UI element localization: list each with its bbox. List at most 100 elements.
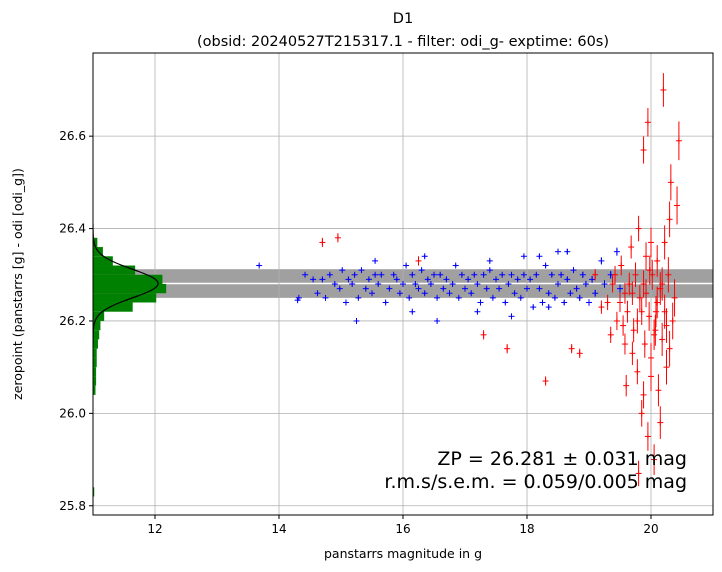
used-star-point <box>589 276 596 283</box>
used-star-point <box>486 267 493 274</box>
used-star-point <box>508 313 515 320</box>
rejected-star-point <box>659 322 666 357</box>
used-star-point <box>440 285 447 292</box>
used-star-point <box>378 271 385 278</box>
rejected-star-point <box>674 186 681 225</box>
histogram-bar <box>93 330 100 340</box>
used-star-point <box>536 253 543 260</box>
rejected-star-point <box>646 255 653 285</box>
used-star-point <box>520 271 527 278</box>
rejected-star-point <box>618 255 625 276</box>
used-star-point <box>520 253 527 260</box>
used-star-point <box>362 285 369 292</box>
used-star-point <box>592 289 599 297</box>
used-star-point <box>326 271 333 278</box>
plot-content <box>93 53 713 515</box>
used-star-point <box>446 290 453 297</box>
rejected-star-point <box>667 164 674 201</box>
used-star-point <box>396 290 403 297</box>
rejected-star-point <box>542 376 549 386</box>
histogram-bar <box>93 293 157 303</box>
used-star-point <box>339 267 346 274</box>
used-star-point <box>319 276 326 283</box>
used-star-point <box>424 276 431 283</box>
used-star-point <box>415 285 422 292</box>
chart-title: D1 <box>393 11 413 27</box>
rejected-star-point <box>648 227 654 258</box>
used-star-point <box>372 257 379 264</box>
rejected-star-point <box>623 374 630 397</box>
used-star-point <box>358 267 365 274</box>
y-tick-label: 26.0 <box>59 406 86 420</box>
used-star-point <box>508 271 515 278</box>
used-star-point <box>427 281 434 287</box>
rejected-star-point <box>654 286 661 319</box>
rejected-star-point <box>635 215 642 242</box>
x-tick-label: 16 <box>395 522 410 536</box>
used-star-point <box>586 299 592 306</box>
used-star-point <box>418 267 425 274</box>
used-star-point <box>496 285 503 292</box>
used-star-point <box>533 271 540 278</box>
used-star-point <box>530 304 537 311</box>
x-tick-label: 12 <box>147 522 162 536</box>
used-star-point <box>539 299 546 306</box>
rejected-star-point <box>592 269 599 281</box>
rejected-star-point <box>629 281 636 305</box>
plot-area: 12 14 16 18 20 25.8 26.0 26.2 26.4 26.6 <box>59 52 714 536</box>
used-star-point <box>434 294 441 301</box>
used-star-point <box>322 294 329 301</box>
used-star-point <box>452 262 459 269</box>
used-star-point <box>406 294 413 301</box>
used-star-point <box>345 276 352 283</box>
rejected-star-point <box>621 282 628 304</box>
rejected-star-point <box>598 300 605 314</box>
used-star-point <box>601 280 608 288</box>
used-star-point <box>617 284 623 293</box>
used-star-point <box>505 281 512 287</box>
used-star-point <box>477 299 484 306</box>
used-star-point <box>576 294 583 301</box>
used-star-point <box>310 276 317 283</box>
rejected-star-point <box>660 73 667 107</box>
used-star-point <box>302 271 309 278</box>
used-star-point <box>555 248 561 255</box>
rejected-star-point <box>634 308 641 334</box>
rejected-star-point <box>613 311 620 331</box>
rejected-star-point <box>654 245 661 277</box>
rejected-star-point <box>628 235 635 259</box>
rejected-star-point <box>568 344 575 354</box>
x-axis-label: panstarrs magnitude in g <box>324 546 482 561</box>
used-star-point <box>474 281 481 287</box>
rejected-star-point <box>663 308 670 343</box>
rejected-star-point <box>643 242 650 271</box>
used-star-point <box>555 281 561 287</box>
used-star-point <box>443 276 450 283</box>
zp-annotation: ZP = 26.281 ± 0.031 mag <box>437 448 687 470</box>
used-star-point <box>579 271 586 278</box>
rejected-star-point <box>666 330 673 367</box>
rejected-star-point <box>671 279 678 317</box>
used-star-point <box>342 299 349 306</box>
histogram-bar <box>93 302 133 312</box>
y-axis-label: zeropoint (panstarrs [g] - odi [odi_g]) <box>10 168 25 400</box>
rejected-star-point <box>666 201 673 238</box>
rejected-star-point <box>480 330 487 340</box>
histogram-bar <box>93 376 97 386</box>
used-star-point <box>474 308 481 315</box>
used-star-point <box>536 285 543 292</box>
rejected-star-point <box>659 267 666 301</box>
used-star-point <box>331 281 338 287</box>
used-star-point <box>351 271 358 278</box>
histogram-bar <box>93 348 97 358</box>
rejected-star-point <box>675 121 682 161</box>
used-star-point <box>375 281 382 287</box>
used-star-point <box>372 271 379 278</box>
used-star-point <box>390 271 397 278</box>
used-star-point <box>295 294 302 301</box>
used-star-point <box>564 248 571 255</box>
used-star-point <box>336 285 343 292</box>
rejected-star-point <box>641 330 648 358</box>
used-star-point <box>400 281 406 287</box>
